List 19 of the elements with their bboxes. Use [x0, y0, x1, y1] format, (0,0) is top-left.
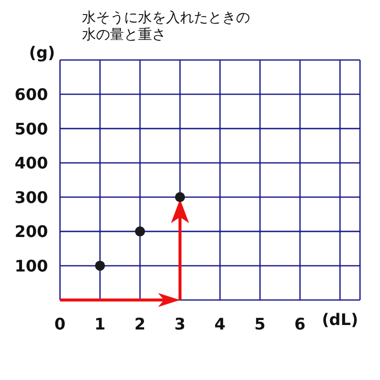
- x-tick-label: 4: [214, 314, 226, 334]
- x-tick-label: 6: [294, 314, 306, 334]
- y-tick-label: 100: [14, 256, 48, 276]
- x-tick-label: 1: [94, 314, 106, 334]
- y-tick-label: 400: [14, 154, 48, 173]
- x-tick-label: 2: [134, 314, 146, 334]
- x-tick-label: 5: [254, 314, 266, 334]
- y-tick-label: 200: [14, 222, 48, 242]
- point: [175, 192, 185, 202]
- y-tick-label: 300: [14, 188, 48, 207]
- x-tick-label: 3: [174, 314, 186, 334]
- y-tick-label: 600: [14, 84, 48, 104]
- chart-title: 水そうに水を入れたときの水の量と重さ: [82, 10, 251, 44]
- point: [95, 260, 105, 271]
- y-tick-label: 500: [14, 119, 48, 138]
- point: [135, 226, 145, 236]
- y-axis-title: (g): [28, 43, 56, 62]
- x-tick-label: 0: [54, 314, 66, 334]
- x-axis-title: (dL): [322, 310, 358, 329]
